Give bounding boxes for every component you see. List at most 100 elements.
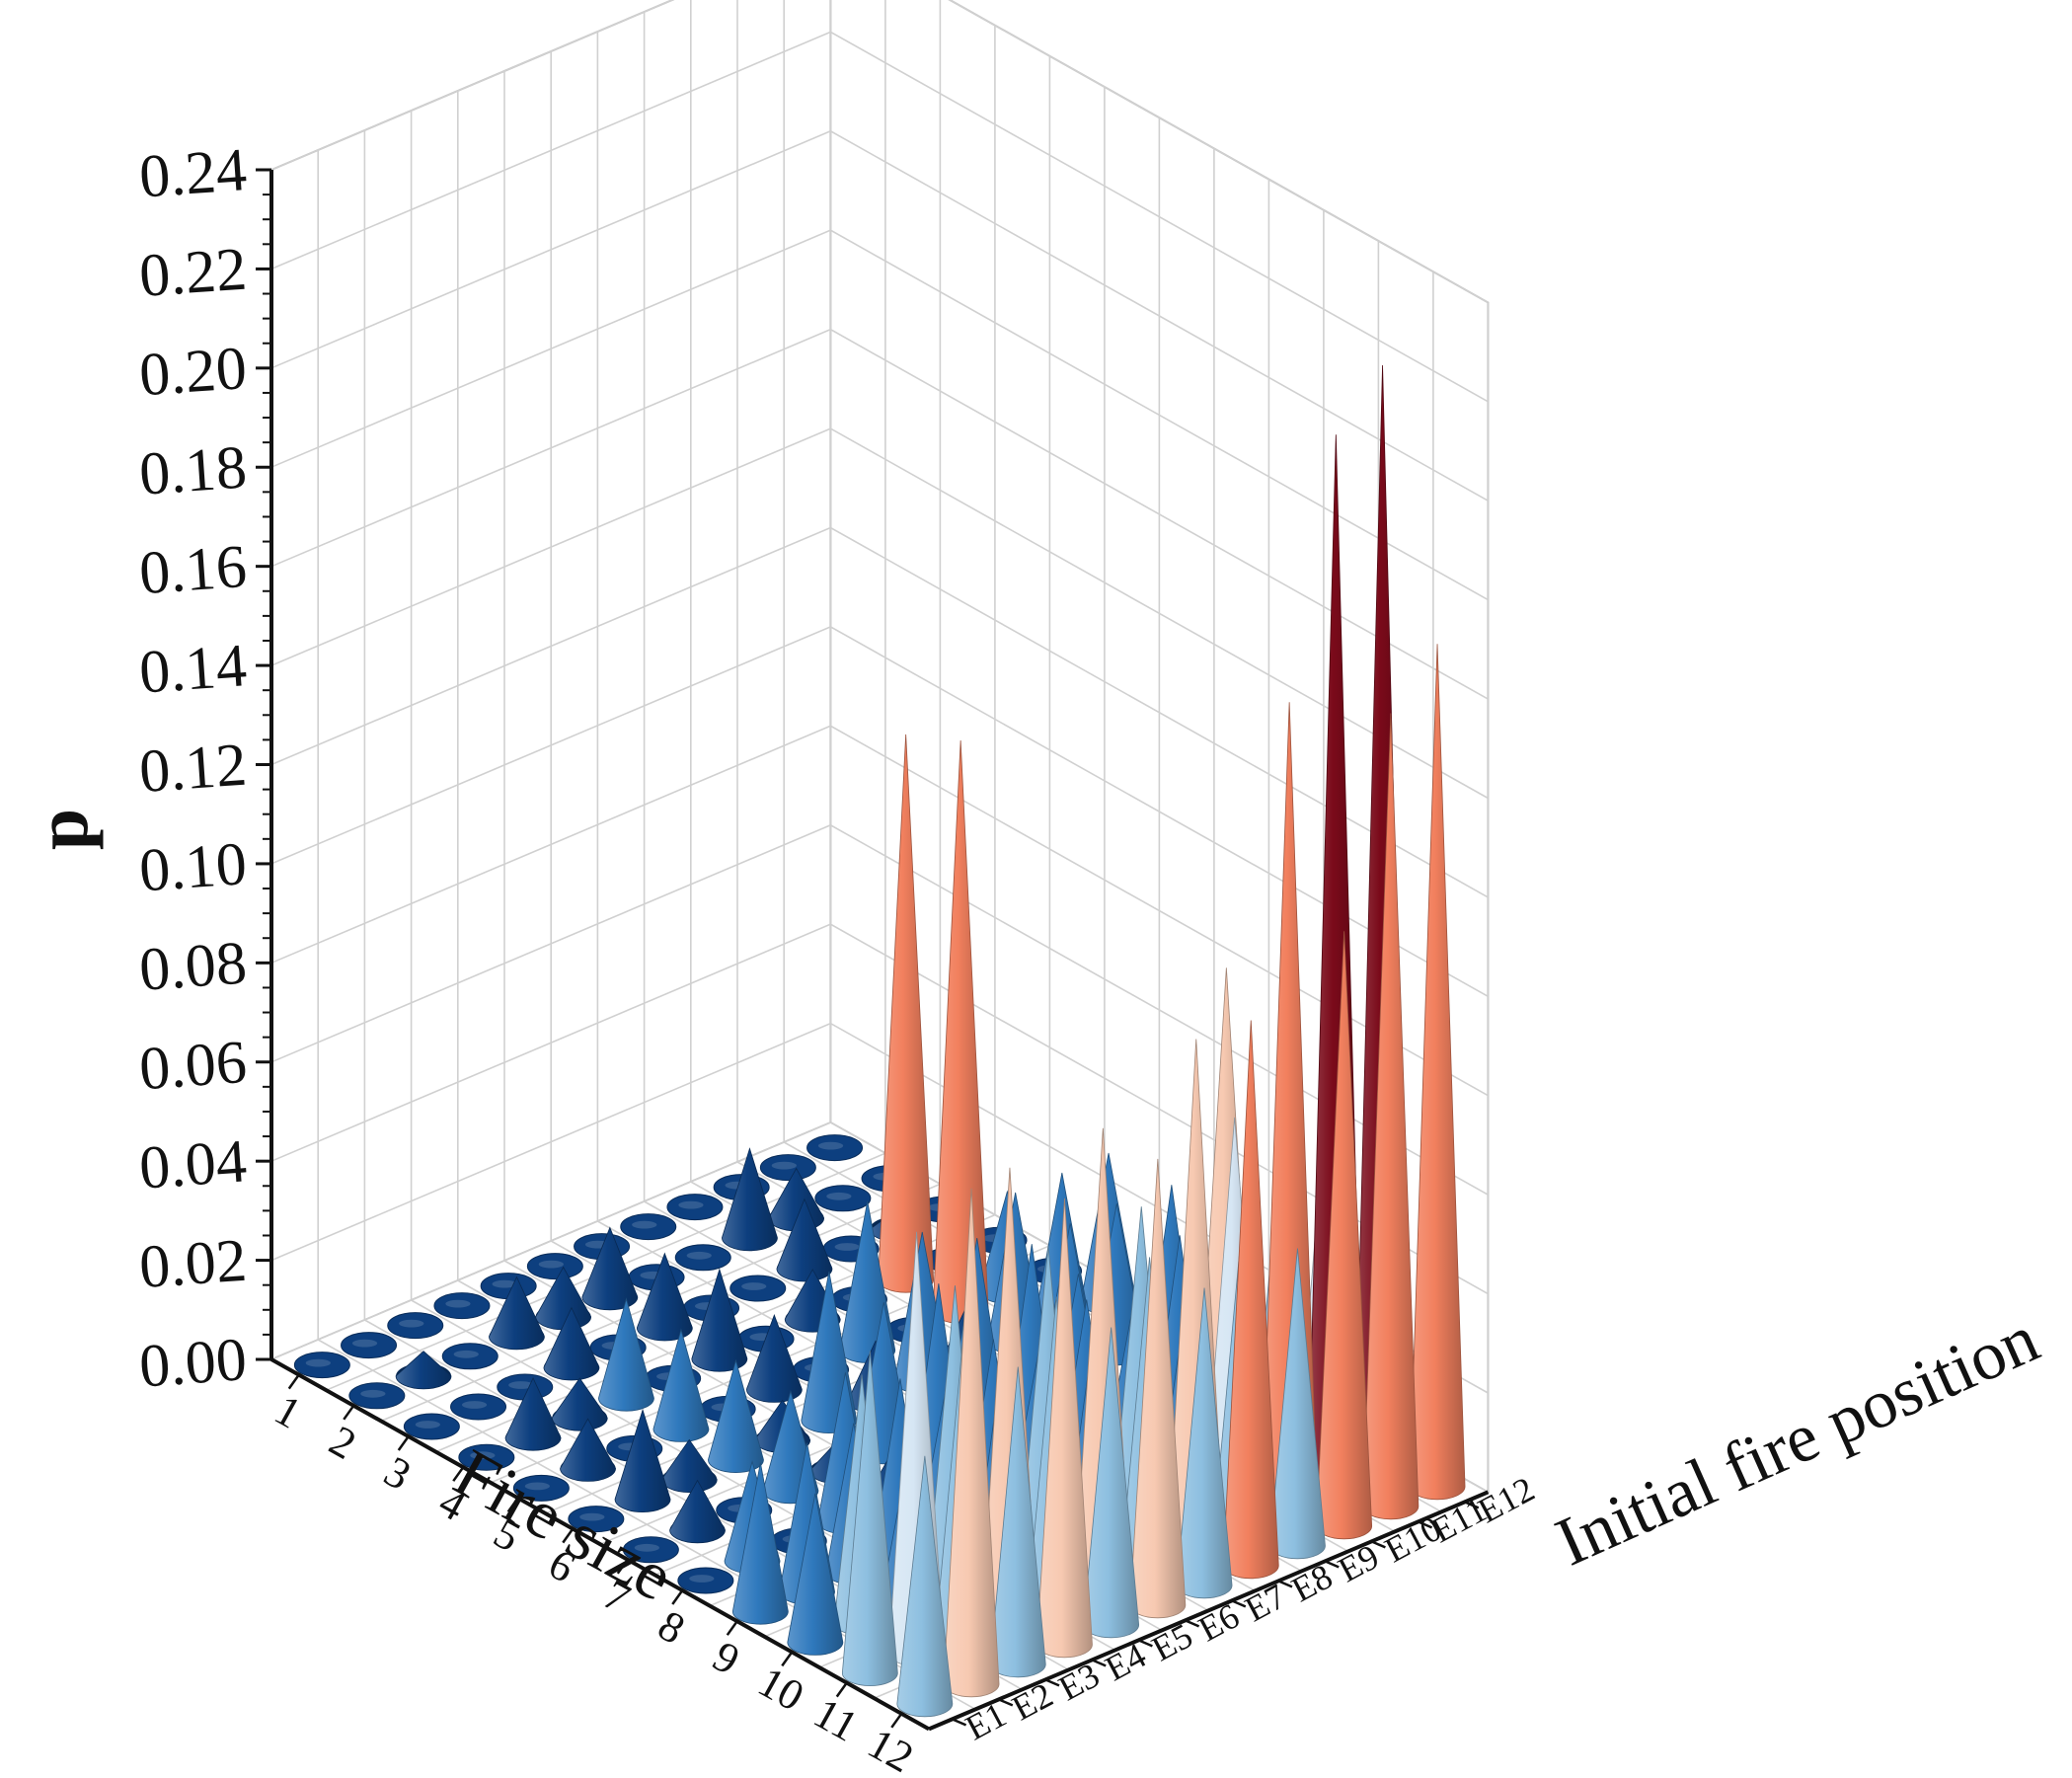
x-tick xyxy=(397,1435,410,1451)
x-tick xyxy=(781,1651,794,1667)
cone-x1-E12 xyxy=(806,1134,864,1162)
y-tick xyxy=(1044,1678,1060,1687)
cone-x10-E1 xyxy=(787,1493,844,1656)
cone-body xyxy=(787,1493,844,1656)
cone-body xyxy=(708,1358,764,1473)
cone-disc-highlight xyxy=(461,1401,488,1409)
cone-body xyxy=(691,1268,748,1372)
cone-disc-highlight xyxy=(771,1161,797,1170)
cone-x11-E1 xyxy=(841,1351,898,1686)
x-tick-label: 8 xyxy=(651,1601,693,1655)
y-tick xyxy=(1185,1619,1200,1628)
z-tick-label: 0.10 xyxy=(137,830,249,904)
z-tick-label: 0.18 xyxy=(137,433,249,507)
cone-disc-highlight xyxy=(360,1389,386,1398)
x-tick xyxy=(506,1497,519,1513)
cone-body xyxy=(745,1313,803,1403)
cone-disc-highlight xyxy=(470,1451,496,1460)
z-tick-label: 0.06 xyxy=(137,1029,249,1103)
y-axis-title: Initial fire position xyxy=(1545,1301,2049,1582)
cone-x2-E4 xyxy=(489,1276,545,1351)
cone-x3-E6 xyxy=(636,1252,693,1342)
cone-x4-E4 xyxy=(598,1297,654,1412)
y-tick xyxy=(1277,1580,1293,1588)
cone-body xyxy=(652,1328,710,1442)
z-tick-labels: 0.00 0.02 0.04 0.06 0.08 0.10 0.12 0.14 0.16 0.18… xyxy=(137,136,249,1400)
cone-x1-E9 xyxy=(666,1194,724,1221)
cone-x5-E2 xyxy=(560,1418,616,1482)
cone-x3-E4 xyxy=(543,1306,600,1381)
y-tick xyxy=(1418,1520,1433,1529)
cone-body xyxy=(841,1351,898,1686)
cone-disc-highlight xyxy=(415,1421,440,1429)
cone-body xyxy=(543,1306,600,1381)
cone-body xyxy=(731,1462,789,1625)
x-tick xyxy=(726,1620,738,1636)
cone-body xyxy=(614,1408,671,1512)
cone-disc-highlight xyxy=(689,1575,715,1583)
y-tick xyxy=(1231,1599,1247,1608)
cone-x2-E3 xyxy=(441,1343,499,1370)
cone-x12-E4 xyxy=(1036,1198,1093,1659)
data-cones xyxy=(293,365,1466,1718)
cone-disc-highlight xyxy=(492,1279,517,1288)
y-tick xyxy=(1324,1560,1340,1569)
cone-x2-E9 xyxy=(722,1147,778,1252)
x-tick xyxy=(343,1405,355,1421)
x-axis-line xyxy=(270,1357,930,1732)
cone-x1-E8 xyxy=(620,1213,677,1241)
cone-disc-highlight xyxy=(634,1543,659,1552)
x-tick xyxy=(671,1589,684,1605)
z-tick-label: 0.02 xyxy=(137,1227,249,1301)
cone-x7-E2 xyxy=(669,1479,726,1544)
cone-body xyxy=(560,1418,616,1482)
cone-disc-highlight xyxy=(399,1319,424,1328)
z-tick-label: 0.08 xyxy=(137,929,249,1003)
x-tick xyxy=(890,1713,903,1729)
cone-disc-highlight xyxy=(826,1192,852,1200)
cone-x2-E6 xyxy=(581,1226,639,1311)
cone-body xyxy=(504,1377,562,1451)
cone-disc-highlight xyxy=(538,1260,564,1269)
cone-x5-E6 xyxy=(745,1313,803,1403)
cone-x3-E2 xyxy=(450,1393,507,1421)
z-tick-label: 0.22 xyxy=(137,236,249,310)
y-tick xyxy=(1091,1659,1107,1667)
cone-x6-E2 xyxy=(614,1408,671,1512)
cone-x1-E4 xyxy=(433,1292,491,1320)
z-tick-label: 0.24 xyxy=(137,136,249,210)
x-tick xyxy=(452,1466,465,1482)
cone-disc-highlight xyxy=(741,1282,767,1290)
cone-disc-highlight xyxy=(834,1243,860,1251)
cone-x2-E8 xyxy=(674,1244,731,1272)
x-tick xyxy=(562,1527,575,1544)
cone-disc-highlight xyxy=(508,1381,534,1389)
cone-x8-E1 xyxy=(677,1567,734,1594)
cone-disc-highlight xyxy=(524,1482,550,1491)
y-tick xyxy=(952,1718,967,1727)
cone-body xyxy=(581,1226,639,1311)
cone-body xyxy=(896,1455,954,1718)
z-tick-label: 0.16 xyxy=(137,533,249,607)
cone-x3-E8 xyxy=(729,1275,787,1302)
x-tick xyxy=(835,1681,848,1698)
x-tick-label: 10 xyxy=(750,1658,811,1721)
cone-x1-E6 xyxy=(526,1253,583,1280)
z-tick-label: 0.20 xyxy=(137,335,249,409)
z-tick-label: 0.04 xyxy=(137,1127,249,1201)
cone-body xyxy=(489,1276,545,1351)
cone-x3-E9 xyxy=(776,1198,833,1282)
cone-x2-E11 xyxy=(814,1185,872,1212)
cone-disc-highlight xyxy=(632,1220,657,1229)
z-tick-label: 0.14 xyxy=(137,632,249,706)
y-tick xyxy=(1464,1501,1480,1509)
x-tick-label: 2 xyxy=(322,1416,364,1469)
x-tick xyxy=(287,1373,300,1390)
cone-x5-E4 xyxy=(652,1328,710,1442)
cone-disc-highlight xyxy=(305,1358,331,1367)
cone-x1-E1 xyxy=(293,1352,350,1379)
cone-x6-E4 xyxy=(708,1358,764,1473)
cone-body xyxy=(636,1252,693,1342)
cone-body xyxy=(722,1147,778,1252)
